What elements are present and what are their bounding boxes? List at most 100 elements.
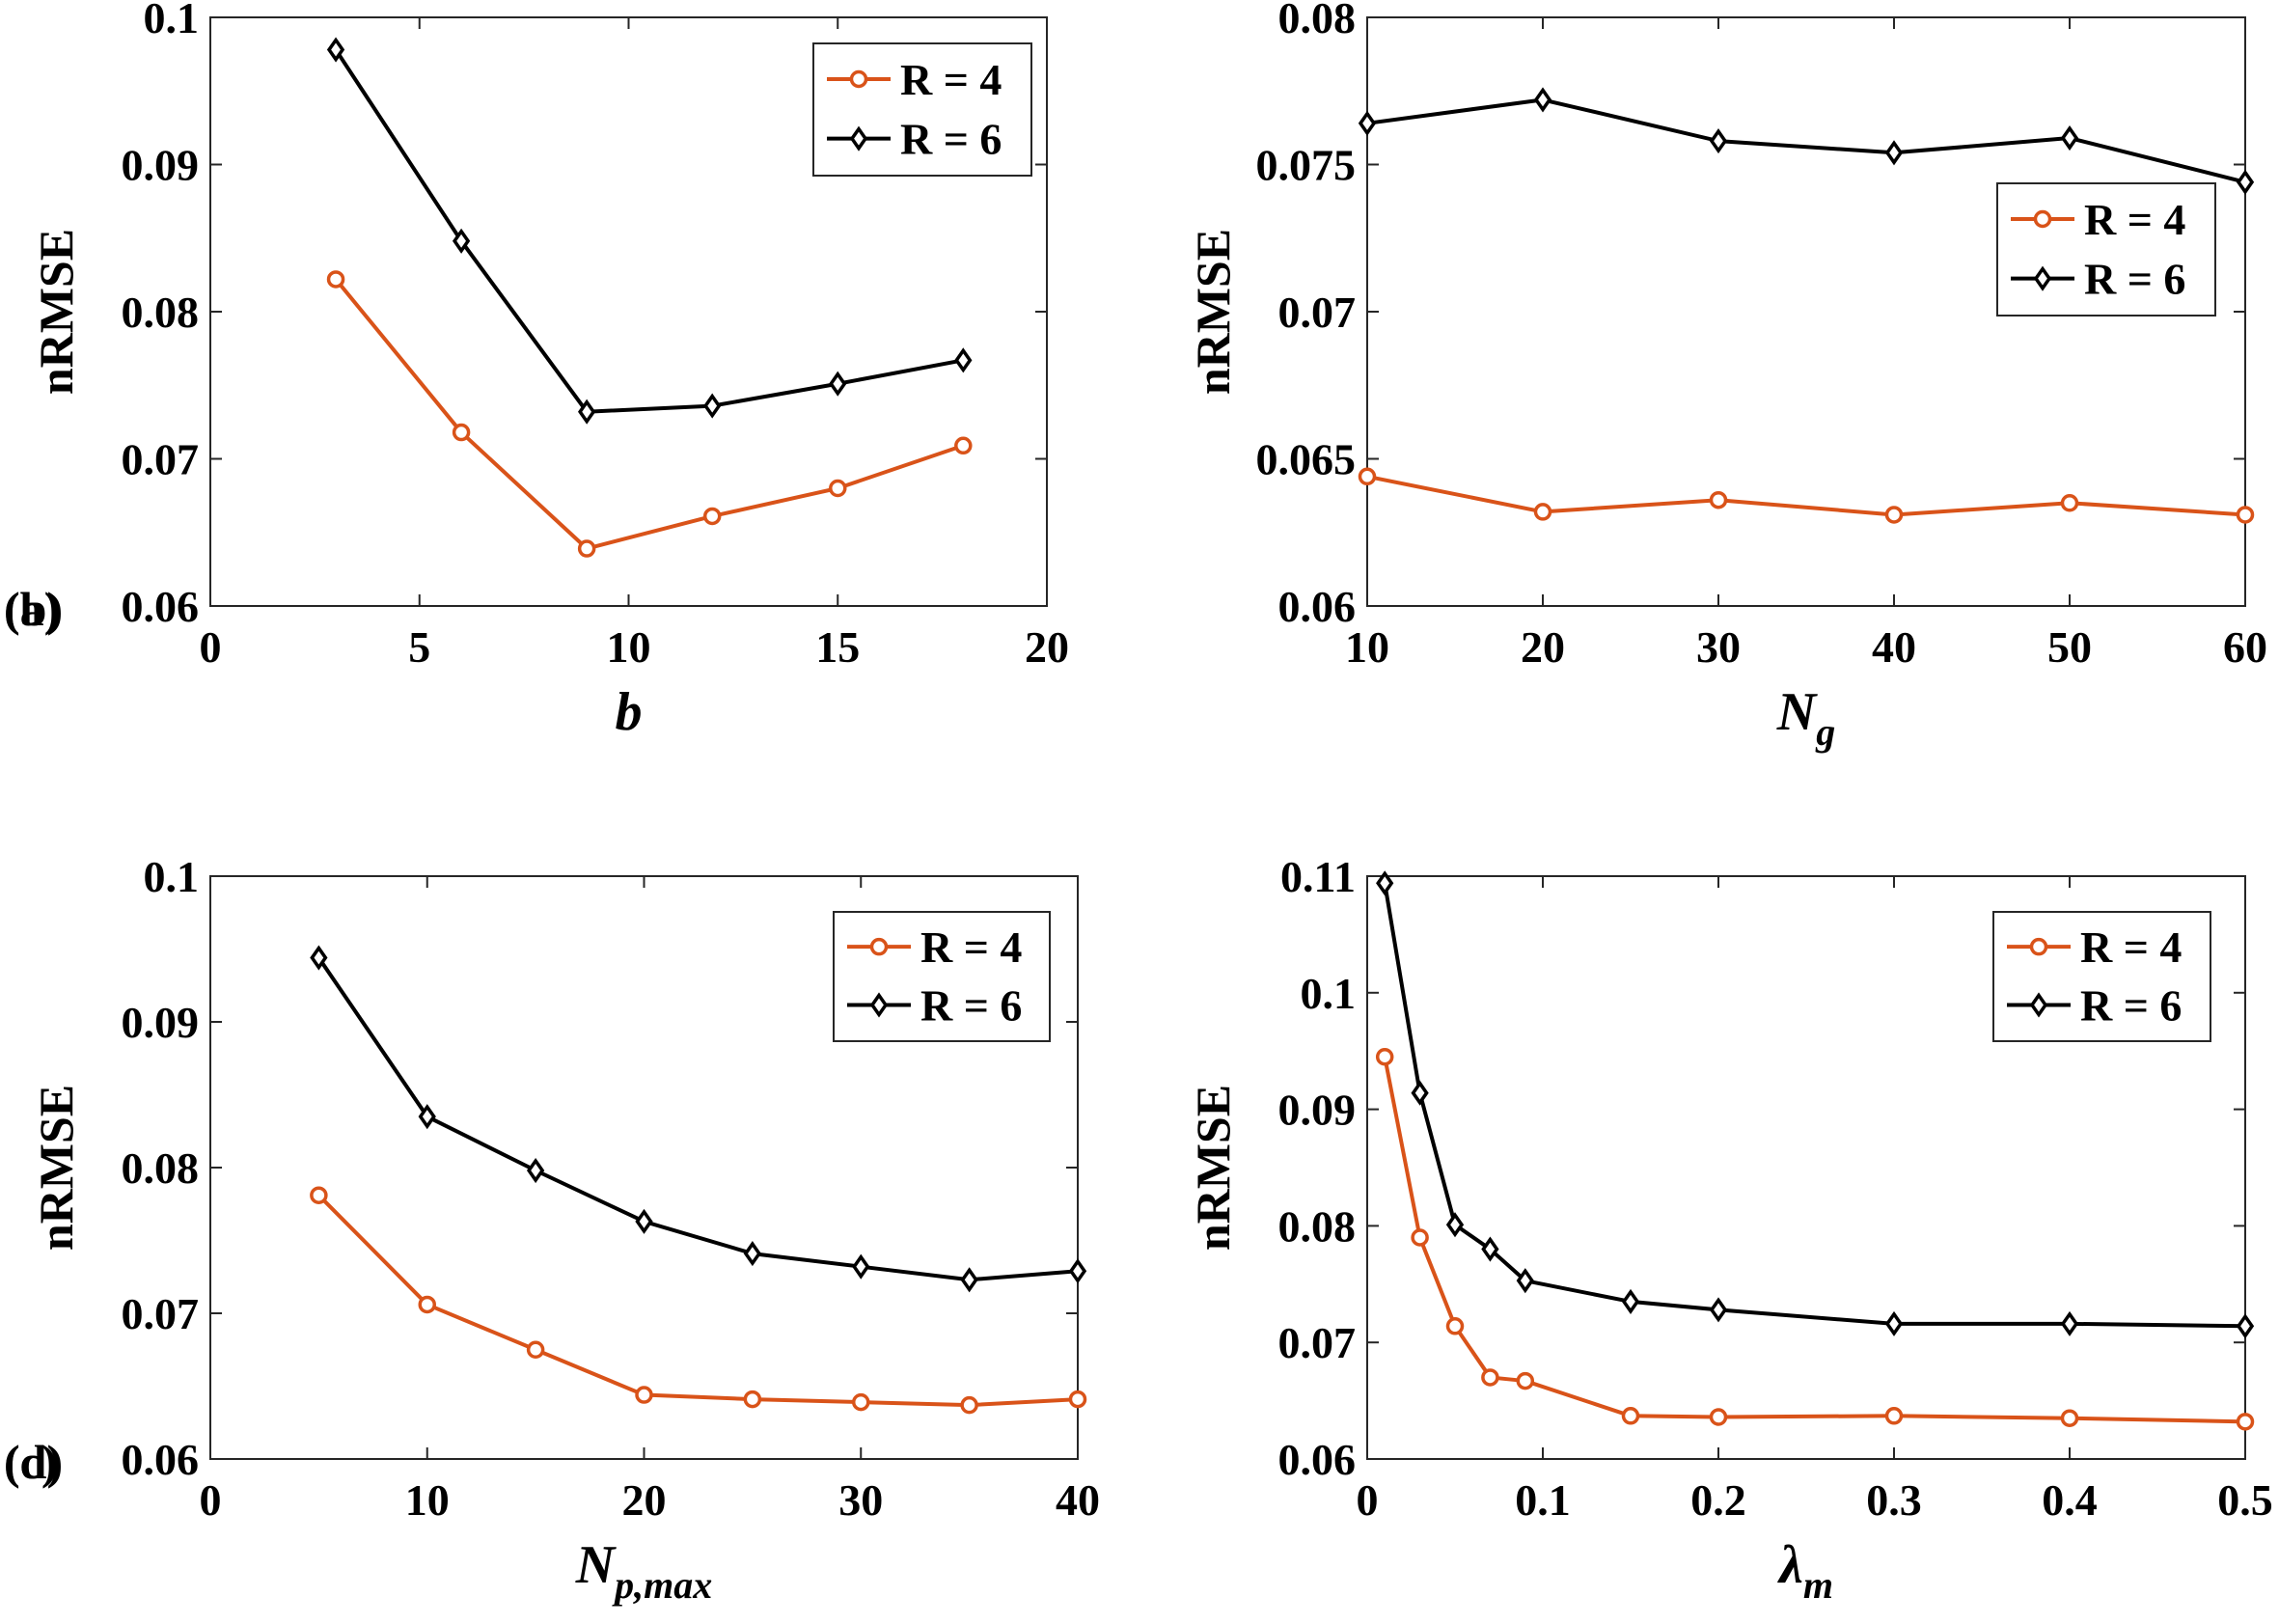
x-tick-label: 20 — [1521, 622, 1565, 672]
y-tick-label: 0.1 — [1301, 969, 1357, 1018]
y-tick-label: 0.09 — [1278, 1086, 1357, 1135]
data-point-circle — [1358, 467, 1377, 486]
x-tick-label: 0.5 — [2217, 1475, 2273, 1525]
x-tick-label: 10 — [607, 622, 651, 672]
data-point-diamond — [1621, 1288, 1640, 1314]
y-tick-label: 0.06 — [1278, 582, 1357, 631]
x-tick-label: 40 — [1056, 1475, 1100, 1525]
legend: R = 4 R = 6 — [812, 42, 1032, 177]
data-point-diamond — [954, 347, 973, 373]
series-line — [1366, 474, 2246, 517]
x-axis-label-main: b — [616, 682, 643, 742]
data-point-diamond — [1068, 1258, 1087, 1284]
data-point-circle — [1709, 1408, 1728, 1426]
panel-a: 0 5 10 15 20 0.06 0.07 0.08 0.09 0.1 nRMSE b (a) R = … — [4, 0, 1069, 742]
legend-entry-label: R = 6 — [920, 980, 1022, 1030]
data-point-diamond — [960, 1267, 978, 1293]
y-tick-label: 0.1 — [144, 852, 200, 901]
y-tick-label: 0.06 — [122, 1435, 200, 1484]
y-tick-label: 0.1 — [144, 0, 200, 42]
x-axis-label-main: λ — [1777, 1535, 1803, 1595]
data-point-diamond — [2236, 169, 2255, 195]
y-tick-label: 0.065 — [1256, 435, 1357, 484]
y-axis-label: nRMSE — [1186, 1085, 1240, 1251]
data-point-circle — [829, 479, 847, 498]
x-tick-label: 5 — [408, 622, 430, 672]
panel-b: 10 20 30 40 50 600.060.0650.070.0750.08nRMSEN… — [4, 0, 2267, 754]
data-point-diamond — [1411, 1080, 1429, 1106]
data-point-circle — [1411, 1228, 1429, 1247]
series-line — [334, 48, 964, 414]
data-point-circle — [635, 1386, 653, 1404]
data-point-diamond — [2060, 1310, 2079, 1336]
x-tick-label: 0.2 — [1690, 1475, 1746, 1525]
data-point-diamond — [526, 1157, 545, 1184]
data-point-diamond — [1481, 1236, 1499, 1262]
data-point-circle — [1516, 1371, 1535, 1390]
panel-label: (c) — [4, 1435, 58, 1489]
data-point-diamond — [418, 1104, 436, 1130]
y-tick-label: 0.11 — [1280, 852, 1356, 901]
data-point-circle — [2029, 937, 2048, 956]
x-tick-label: 0 — [1357, 1475, 1379, 1525]
data-point-diamond — [703, 393, 722, 419]
data-point-circle — [1884, 506, 1904, 524]
x-axis-label: Ng — [1776, 682, 1835, 754]
panel-label: (b) — [4, 582, 63, 636]
legend-box — [1996, 182, 2216, 317]
panel-label: (a) — [4, 582, 60, 636]
data-point-circle — [960, 1395, 978, 1415]
y-tick-label: 0.07 — [122, 435, 200, 484]
data-point-circle — [1709, 490, 1728, 509]
x-tick-label: 40 — [1872, 622, 1916, 672]
data-point-diamond — [829, 371, 847, 397]
legend-box — [812, 42, 1032, 177]
x-tick-label: 0 — [200, 622, 222, 672]
legend: R = 4 R = 6 — [833, 911, 1051, 1042]
data-point-circle — [743, 1390, 762, 1409]
legend-entry-label: R = 4 — [900, 55, 1002, 104]
axes-box — [1366, 875, 2246, 1460]
data-point-diamond — [1884, 1310, 1904, 1336]
x-axis-label: b — [616, 682, 643, 742]
data-point-diamond — [1516, 1268, 1534, 1294]
data-point-circle — [954, 436, 973, 455]
x-axis-label-subscript: m — [1803, 1563, 1833, 1607]
data-point-diamond — [852, 1253, 870, 1280]
x-axis-label-main: N — [1776, 682, 1819, 742]
series-line — [334, 278, 964, 551]
series-line — [1366, 97, 2246, 184]
y-tick-label: 0.08 — [122, 1143, 200, 1193]
data-point-diamond — [1376, 870, 1394, 896]
x-tick-label: 50 — [2047, 622, 2092, 672]
data-point-circle — [1445, 1317, 1465, 1335]
data-point-diamond — [869, 992, 889, 1018]
series-line — [1383, 882, 2246, 1329]
x-tick-label: 0 — [200, 1475, 222, 1525]
series-r6 — [310, 945, 1087, 1293]
data-point-circle — [1481, 1368, 1499, 1387]
y-tick-label: 0.09 — [122, 998, 200, 1047]
x-tick-label: 60 — [2223, 622, 2267, 672]
data-point-diamond — [326, 37, 345, 63]
data-point-diamond — [2029, 992, 2048, 1018]
x-tick-label: 0.3 — [1866, 1475, 1922, 1525]
y-tick-label: 0.07 — [1278, 288, 1357, 337]
y-tick-label: 0.08 — [1278, 1201, 1357, 1251]
data-point-circle — [849, 69, 868, 89]
x-axis-label-subscript: g — [1815, 710, 1835, 754]
y-tick-label: 0.06 — [1278, 1435, 1357, 1484]
data-point-diamond — [635, 1208, 653, 1234]
x-tick-label: 15 — [815, 622, 860, 672]
series-r4 — [310, 1186, 1087, 1415]
x-tick-label: 30 — [1696, 622, 1741, 672]
data-point-diamond — [1709, 128, 1728, 154]
data-point-circle — [1621, 1407, 1640, 1425]
data-point-diamond — [310, 945, 328, 971]
data-point-circle — [418, 1295, 436, 1314]
data-point-circle — [526, 1340, 545, 1359]
data-point-diamond — [452, 228, 471, 254]
y-axis-label: nRMSE — [29, 229, 83, 395]
data-point-circle — [310, 1186, 328, 1204]
x-axis-label: λm — [1777, 1535, 1833, 1607]
